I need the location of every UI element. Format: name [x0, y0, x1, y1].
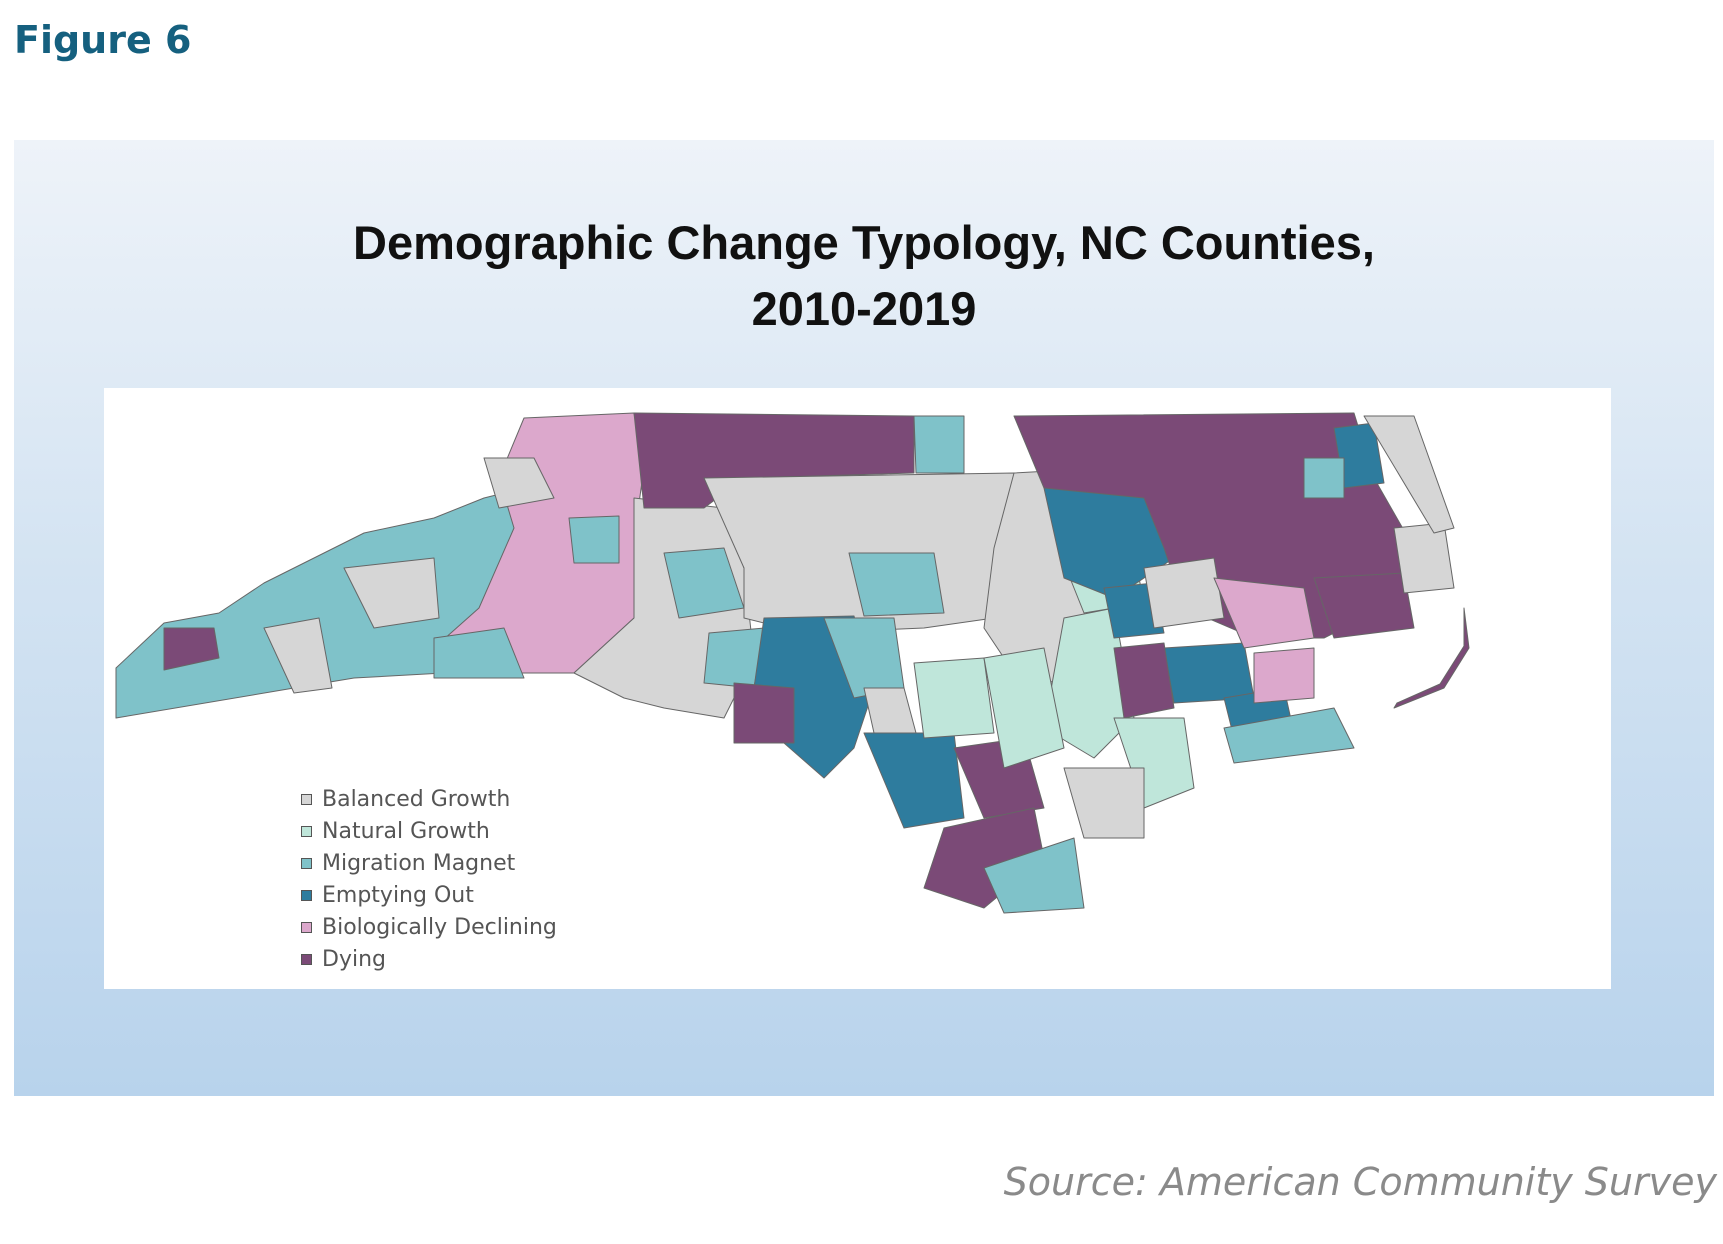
legend-item-dying: Dying [301, 943, 557, 975]
legend-label: Migration Magnet [322, 850, 516, 876]
legend-swatch [301, 857, 312, 869]
map-title-line2: 2010-2019 [751, 282, 977, 335]
map-legend: Balanced Growth Natural Growth Migration… [301, 783, 557, 975]
county-jones [1113, 642, 1175, 719]
county-sampson [983, 647, 1065, 769]
legend-label: Balanced Growth [322, 786, 511, 812]
county-new-hanover [983, 837, 1085, 914]
nc-county-map [115, 412, 1470, 914]
legend-item-emptying-out: Emptying Out [301, 879, 557, 911]
county-hyde [1313, 572, 1415, 639]
county-camden [1303, 457, 1345, 499]
figure-panel: Demographic Change Typology, NC Counties… [14, 140, 1714, 1096]
county-pamlico [1253, 647, 1315, 704]
county-buncombe [343, 557, 440, 629]
county-clay [163, 627, 220, 671]
county-richmond [733, 682, 795, 744]
county-wilkes-edge [568, 515, 620, 564]
county-dare [1393, 522, 1455, 594]
source-note: Source: American Community Survey [1003, 1160, 1717, 1204]
county-bladen [913, 657, 995, 739]
legend-label: Emptying Out [322, 882, 474, 908]
county-jackson [263, 617, 333, 694]
county-vance [913, 415, 965, 474]
legend-swatch [301, 921, 312, 933]
legend-label: Natural Growth [322, 818, 490, 844]
county-beaufort [1213, 577, 1315, 649]
legend-item-natural-growth: Natural Growth [301, 815, 557, 847]
county-outer-banks [1363, 415, 1455, 534]
county-wake [848, 552, 945, 617]
county-pitt [1143, 557, 1225, 629]
county-alleghany [483, 457, 555, 509]
map-title-line1: Demographic Change Typology, NC Counties… [353, 216, 1375, 269]
county-onslaw [1063, 767, 1145, 839]
county-carteret [1223, 707, 1355, 764]
legend-swatch [301, 793, 312, 805]
legend-item-biologically-declining: Biologically Declining [301, 911, 557, 943]
county-rutherford [433, 627, 525, 679]
legend-swatch [301, 889, 312, 901]
legend-swatch [301, 825, 312, 837]
map-title: Demographic Change Typology, NC Counties… [14, 210, 1714, 342]
county-robeson [863, 732, 965, 829]
legend-label: Dying [322, 946, 386, 972]
county-lenoir [1163, 642, 1255, 704]
legend-item-balanced-growth: Balanced Growth [301, 783, 557, 815]
map-card: Balanced Growth Natural Growth Migration… [104, 388, 1611, 989]
legend-label: Biologically Declining [322, 914, 557, 940]
legend-item-migration-magnet: Migration Magnet [301, 847, 557, 879]
legend-swatch [301, 953, 312, 965]
figure-label: Figure 6 [14, 18, 192, 62]
county-hoke [863, 687, 917, 734]
county-hatteras [1393, 607, 1470, 709]
